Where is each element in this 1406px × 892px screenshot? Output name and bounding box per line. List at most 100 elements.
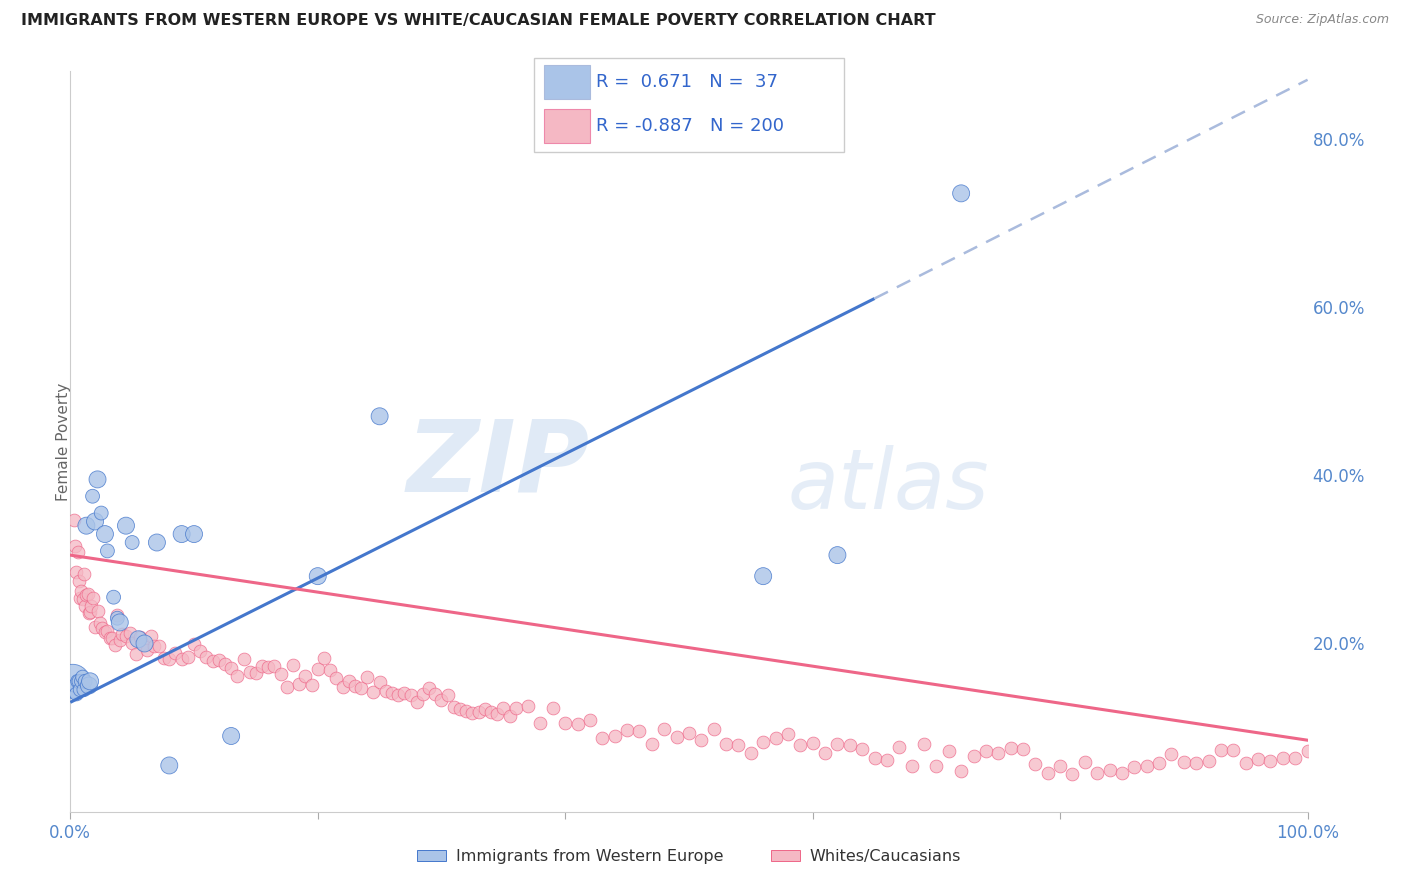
Point	[188, 643, 211, 657]
Point	[108, 633, 131, 648]
Point	[82, 591, 104, 606]
Point	[195, 649, 218, 664]
Point	[356, 670, 378, 684]
Point	[170, 527, 193, 541]
Text: R = -0.887   N = 200: R = -0.887 N = 200	[596, 118, 785, 136]
Point	[325, 671, 347, 685]
Point	[529, 715, 551, 730]
Text: Source: ZipAtlas.com: Source: ZipAtlas.com	[1256, 13, 1389, 27]
Point	[270, 666, 292, 681]
Point	[239, 665, 262, 679]
Point	[72, 670, 94, 684]
Point	[183, 637, 205, 651]
Point	[765, 731, 787, 745]
Point	[183, 527, 205, 541]
Point	[405, 695, 427, 709]
Point	[1284, 751, 1306, 765]
Point	[554, 716, 576, 731]
Point	[1000, 741, 1022, 756]
Point	[94, 624, 117, 639]
Point	[62, 674, 84, 689]
Point	[67, 574, 90, 589]
Point	[69, 682, 91, 697]
Point	[125, 647, 148, 661]
Point	[65, 687, 87, 701]
Point	[65, 540, 87, 554]
Point	[690, 732, 713, 747]
Point	[1198, 754, 1220, 768]
Point	[425, 687, 447, 701]
Point	[641, 737, 664, 751]
Point	[1395, 690, 1406, 704]
Point	[449, 701, 471, 715]
Point	[73, 567, 96, 582]
Point	[962, 748, 984, 763]
Point	[838, 738, 860, 752]
Point	[91, 621, 114, 635]
Point	[281, 658, 304, 673]
Point	[498, 709, 520, 723]
Point	[368, 674, 391, 689]
Point	[925, 759, 948, 773]
Point	[350, 681, 373, 695]
Point	[603, 729, 626, 743]
Point	[579, 713, 602, 727]
Point	[461, 706, 484, 720]
Point	[63, 513, 86, 527]
Point	[1234, 756, 1257, 771]
Point	[232, 651, 254, 665]
Point	[245, 666, 267, 681]
Point	[307, 569, 329, 583]
Point	[1333, 687, 1355, 701]
Point	[1358, 691, 1381, 706]
Point	[301, 678, 323, 692]
Point	[374, 684, 396, 698]
Point	[337, 674, 360, 689]
Point	[104, 638, 127, 652]
Point	[517, 698, 540, 713]
Point	[418, 681, 440, 696]
Point	[257, 660, 280, 674]
Point	[801, 736, 824, 750]
Point	[703, 723, 725, 737]
Point	[381, 686, 404, 700]
Point	[177, 650, 200, 665]
Point	[111, 627, 134, 641]
Point	[157, 652, 180, 666]
Point	[82, 489, 104, 503]
Point	[827, 737, 849, 751]
Point	[1222, 742, 1244, 756]
Point	[214, 657, 236, 672]
Point	[1309, 695, 1331, 709]
Point	[467, 705, 489, 719]
Point	[72, 592, 94, 607]
Point	[307, 662, 329, 676]
Point	[1209, 743, 1232, 757]
FancyBboxPatch shape	[544, 65, 591, 99]
Point	[70, 674, 93, 689]
Point	[1173, 756, 1195, 770]
Point	[75, 599, 97, 614]
Point	[740, 746, 762, 760]
Point	[76, 586, 98, 600]
Point	[399, 688, 422, 702]
Point	[127, 632, 149, 647]
Point	[1384, 669, 1406, 683]
Point	[474, 702, 496, 716]
Point	[94, 527, 117, 541]
Point	[75, 518, 97, 533]
Point	[1062, 767, 1084, 781]
Point	[1012, 741, 1035, 756]
Point	[288, 677, 311, 691]
Point	[157, 758, 180, 772]
Point	[332, 681, 354, 695]
Point	[219, 661, 242, 675]
Point	[876, 753, 898, 767]
Y-axis label: Female Poverty: Female Poverty	[56, 383, 70, 500]
Point	[75, 674, 97, 689]
Legend: Immigrants from Western Europe, Whites/Caucasians: Immigrants from Western Europe, Whites/C…	[411, 843, 967, 871]
Point	[1147, 756, 1170, 770]
Point	[505, 701, 527, 715]
Point	[312, 650, 335, 665]
Point	[77, 679, 100, 693]
